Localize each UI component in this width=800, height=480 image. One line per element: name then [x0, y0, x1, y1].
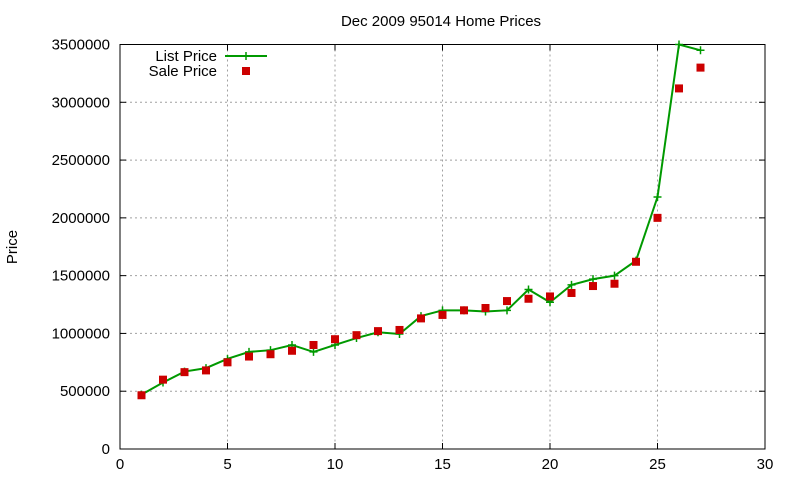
ticks: 0 5 10 15 20 25 30 0 500000 1000000 1500000 2000000… — [52, 37, 774, 474]
list-price-point — [589, 275, 597, 284]
y-tick-label: 1500000 — [52, 268, 110, 285]
sale-price-point — [481, 304, 490, 313]
sale-price-point — [180, 368, 189, 377]
sale-price-point — [137, 391, 146, 400]
y-axis-label: Price — [4, 230, 21, 264]
legend-list-price-label: List Price — [155, 48, 217, 65]
sale-price-point — [331, 335, 339, 344]
sale-price-point — [610, 279, 619, 288]
legend: List Price Sale Price — [149, 48, 267, 80]
list-price-point — [610, 271, 619, 280]
sale-price-point — [309, 340, 318, 349]
x-tick-label: 0 — [116, 456, 124, 473]
list-price-point — [503, 306, 511, 315]
sale-price-point — [567, 288, 576, 297]
sale-price-point — [266, 350, 275, 359]
y-tick-label: 1000000 — [52, 325, 110, 342]
sale-price-point — [675, 84, 683, 93]
legend-sale-price-marker — [242, 67, 250, 75]
list-price-point — [524, 285, 533, 294]
sale-price-point — [438, 310, 447, 319]
x-tick-label: 25 — [649, 456, 666, 473]
legend-list-price-marker — [242, 52, 250, 60]
y-tick-label: 3500000 — [52, 37, 110, 54]
list-price-point — [567, 280, 576, 289]
x-tick-label: 15 — [434, 456, 451, 473]
sale-price-point — [546, 292, 554, 301]
list-price-point — [653, 193, 662, 202]
sale-price-point — [460, 306, 468, 315]
sale-price-point — [632, 257, 640, 266]
legend-sale-price-label: Sale Price — [149, 63, 217, 80]
x-tick-label: 10 — [327, 456, 344, 473]
x-tick-label: 20 — [542, 456, 559, 473]
sale-price-point — [589, 282, 597, 291]
y-tick-label: 2500000 — [52, 152, 110, 169]
list-price-line — [141, 43, 701, 396]
sale-price-point — [352, 331, 361, 340]
sale-price-point — [696, 63, 705, 72]
sale-price-point — [223, 358, 232, 367]
sale-price-point — [245, 352, 253, 361]
sale-price-point — [374, 327, 382, 336]
list-price-point — [696, 46, 705, 55]
y-tick-label: 3000000 — [52, 94, 110, 111]
plot-area — [119, 44, 766, 450]
x-tick-label: 5 — [223, 456, 231, 473]
sale-price-point — [653, 213, 662, 222]
y-tick-label: 500000 — [60, 383, 110, 400]
sale-price-point — [159, 375, 167, 384]
list-price-point — [309, 347, 318, 356]
x-tick-label: 30 — [757, 456, 774, 473]
list-price-point — [675, 40, 683, 49]
sale-price-point — [503, 297, 511, 306]
sale-price-point — [417, 314, 425, 323]
series — [137, 40, 705, 400]
sale-price-point — [524, 294, 533, 303]
chart-title: Dec 2009 95014 Home Prices — [341, 13, 541, 30]
y-tick-label: 2000000 — [52, 210, 110, 227]
sale-price-point — [395, 325, 404, 334]
sale-price-point — [202, 366, 210, 375]
sale-price-point — [288, 346, 296, 355]
y-tick-label: 0 — [102, 441, 110, 458]
grid — [120, 44, 765, 449]
